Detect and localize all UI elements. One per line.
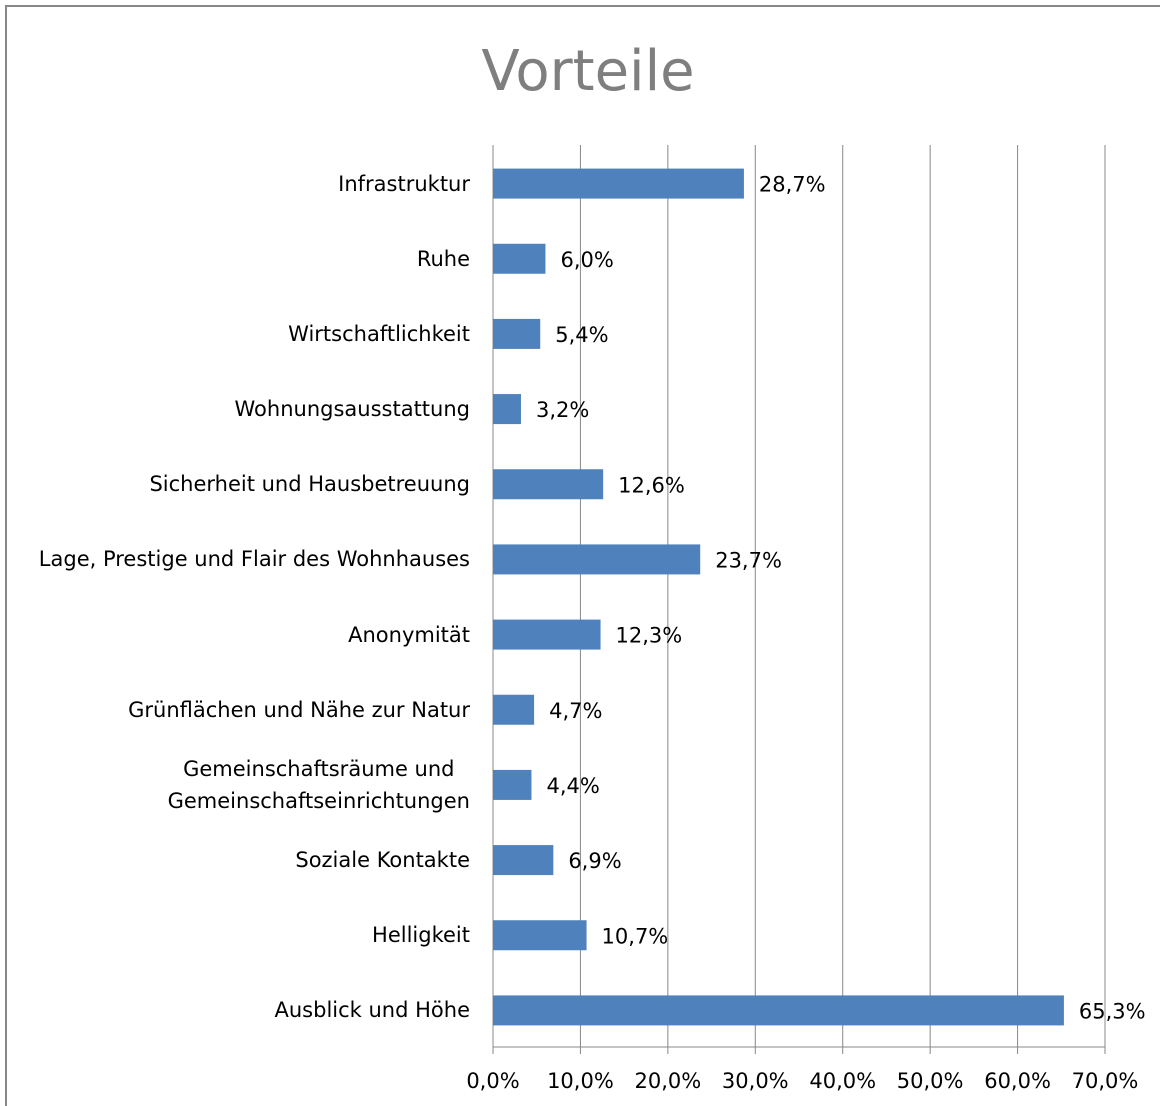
y-tick-label: Ausblick und Höhe [274, 998, 471, 1023]
x-tick-label: 10,0% [547, 1069, 614, 1093]
x-tick-label: 60,0% [984, 1069, 1051, 1093]
y-tick-label: Lage, Prestige und Flair des Wohnhauses [38, 547, 470, 572]
y-tick-label: Sicherheit und Hausbetreuung [149, 472, 470, 497]
bar [493, 544, 701, 575]
bar [493, 694, 535, 725]
chart-title: Vorteile [481, 39, 694, 104]
bar [493, 469, 604, 500]
y-tick-label: Infrastruktur [338, 171, 470, 196]
y-tick-label: Anonymität [348, 622, 470, 647]
x-tick-label: 30,0% [722, 1069, 789, 1093]
x-tick-label: 0,0% [466, 1069, 519, 1093]
data-label: 6,9% [568, 849, 621, 873]
data-label: 10,7% [602, 924, 669, 948]
data-label: 65,3% [1079, 999, 1146, 1023]
x-tick-label: 20,0% [634, 1069, 701, 1093]
bar [493, 394, 521, 425]
bar [493, 619, 601, 650]
data-label: 4,7% [549, 699, 602, 723]
data-label: 23,7% [715, 548, 782, 572]
y-tick-label: Ruhe [416, 246, 470, 271]
data-label: 12,3% [616, 624, 683, 648]
data-label: 28,7% [759, 173, 826, 197]
y-tick-label: Helligkeit [372, 923, 470, 948]
y-tick-label: Wohnungsausstattung [234, 397, 470, 422]
bar [493, 995, 1064, 1026]
bar [493, 920, 587, 951]
x-tick-label: 40,0% [809, 1069, 876, 1093]
bar [493, 318, 541, 349]
y-tick-label: Soziale Kontakte [295, 848, 470, 873]
bar [493, 769, 532, 800]
data-label: 3,2% [536, 398, 589, 422]
data-label: 12,6% [618, 473, 685, 497]
bar [493, 168, 744, 199]
x-tick-label: 50,0% [897, 1069, 964, 1093]
data-label: 5,4% [555, 323, 608, 347]
data-label: 4,4% [546, 774, 599, 798]
y-tick-label: Grünflächen und Nähe zur Natur [128, 697, 470, 722]
x-tick-label: 70,0% [1072, 1069, 1139, 1093]
data-label: 6,0% [560, 248, 613, 272]
bar [493, 845, 554, 876]
y-tick-label: Wirtschaftlichkeit [288, 321, 470, 346]
bar [493, 243, 546, 274]
y-tick-label: Gemeinschaftsräume und Gemeinschaftseinr… [167, 756, 470, 813]
